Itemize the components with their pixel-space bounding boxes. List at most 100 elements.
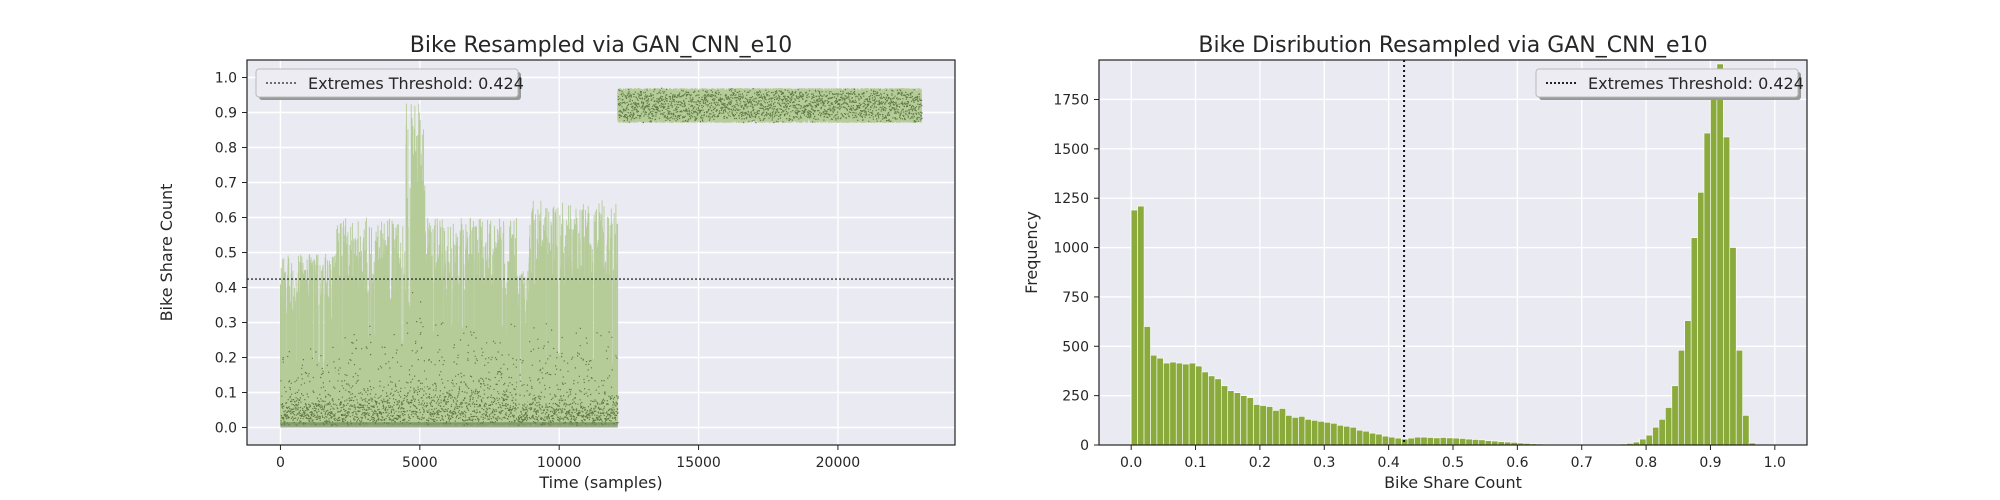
histogram-bar — [1246, 397, 1254, 446]
histogram-bar — [1311, 420, 1319, 446]
histogram-bar — [1652, 426, 1660, 446]
series-points — [528, 323, 619, 426]
series-segment — [405, 103, 427, 426]
histogram-bar — [1703, 132, 1711, 446]
histogram-bar — [1394, 437, 1402, 446]
histogram-bar — [1323, 421, 1332, 446]
y-tick-label: 500 — [1062, 339, 1089, 355]
histogram-bar — [1452, 437, 1460, 446]
x-tick-label: 1.0 — [1764, 455, 1786, 471]
series-points — [405, 292, 427, 425]
left-chart-title: Bike Resampled via GAN_CNN_e10 — [410, 33, 792, 58]
right-chart: 0.0 0.1 0.2 0.3 0.4 0.5 0.6 0.7 0.8 0.9 1.0 0 250 50… — [1022, 33, 1808, 492]
y-tick-label: 1000 — [1053, 241, 1089, 257]
histogram-bar — [1690, 237, 1698, 446]
histogram-bar — [1188, 362, 1196, 446]
histogram-bar — [1336, 424, 1344, 446]
x-tick-label: 0 — [276, 455, 285, 471]
right-chart-title: Bike Disribution Resampled via GAN_CNN_e… — [1198, 33, 1707, 58]
y-tick-label: 1500 — [1053, 142, 1089, 158]
left-series-scatter — [279, 87, 923, 428]
histogram-bar — [1729, 247, 1737, 446]
x-tick-label: 0.7 — [1571, 455, 1593, 471]
y-tick-label: 0 — [1080, 438, 1089, 454]
right-y-axis-label: Frequency — [1022, 211, 1041, 294]
series-spread — [405, 103, 426, 426]
histogram-bar — [1182, 363, 1190, 446]
histogram-bar — [1278, 408, 1286, 446]
histogram-bar — [1266, 406, 1274, 446]
x-tick-label: 0.5 — [1442, 455, 1464, 471]
histogram-bar — [1716, 63, 1724, 446]
histogram-bar — [1330, 422, 1338, 446]
y-tick-label: 0.1 — [215, 386, 237, 402]
histogram-bar — [1291, 417, 1299, 446]
histogram-bar — [1478, 439, 1486, 446]
histogram-bar — [1317, 421, 1325, 446]
histogram-bar — [1697, 191, 1705, 446]
histogram-bar — [1465, 438, 1473, 446]
left-legend-box — [255, 68, 519, 98]
y-tick-label: 0.6 — [215, 211, 237, 227]
histogram-bar — [1201, 371, 1209, 446]
y-tick-label: 0.4 — [215, 281, 237, 297]
right-legend: Extremes Threshold: 0.424 — [1535, 68, 1804, 100]
series-baseline-band — [280, 422, 618, 428]
histogram-bar — [1298, 416, 1306, 446]
histogram-bar — [1259, 405, 1267, 446]
y-tick-label: 0.0 — [215, 421, 237, 437]
right-x-ticks: 0.0 0.1 0.2 0.3 0.4 0.5 0.6 0.7 0.8 0.9 1.0 — [1120, 445, 1786, 471]
x-tick-label: 15000 — [676, 455, 721, 471]
histogram-bar — [1343, 425, 1351, 446]
histogram-bar — [1446, 437, 1454, 446]
histogram-bar — [1143, 326, 1151, 446]
histogram-bar — [1240, 395, 1248, 446]
left-x-ticks: 0 5000 10000 15000 20000 — [276, 445, 860, 471]
x-tick-label: 10000 — [537, 455, 582, 471]
x-tick-label: 0.4 — [1378, 455, 1400, 471]
left-y-axis-label: Bike Share Count — [157, 184, 176, 322]
histogram-bar — [1665, 407, 1673, 446]
y-tick-label: 0.8 — [215, 141, 237, 157]
histogram-bar — [1710, 89, 1718, 446]
histogram-bar — [1433, 437, 1441, 446]
series-spread — [516, 271, 529, 426]
histogram-bar — [1375, 433, 1383, 446]
right-gridlines — [1099, 60, 1807, 446]
histogram-bar — [1658, 419, 1666, 446]
histogram-bar — [1472, 439, 1480, 446]
histogram-bar — [1285, 415, 1293, 446]
histogram-bar — [1484, 440, 1492, 446]
y-tick-label: 1250 — [1053, 191, 1089, 207]
histogram-bar — [1233, 392, 1241, 446]
series-points — [617, 87, 923, 124]
right-legend-box — [1535, 68, 1799, 98]
histogram-bar — [1671, 385, 1679, 446]
y-tick-label: 750 — [1062, 290, 1089, 306]
y-tick-label: 0.7 — [215, 176, 237, 192]
histogram-bar — [1195, 365, 1203, 446]
series-segment — [528, 200, 619, 426]
histogram-bar — [1137, 205, 1145, 446]
y-tick-label: 0.5 — [215, 246, 237, 262]
series-points — [336, 325, 407, 426]
left-y-ticks: 0.0 0.1 0.2 0.3 0.4 0.5 0.6 0.7 0.8 0.9 1.0 — [215, 71, 247, 437]
right-legend-label: Extremes Threshold: 0.424 — [1588, 74, 1804, 93]
y-tick-label: 0.2 — [215, 351, 237, 367]
x-tick-label: 0.6 — [1506, 455, 1528, 471]
histogram-bar — [1169, 361, 1177, 446]
left-legend-label: Extremes Threshold: 0.424 — [308, 74, 524, 93]
x-tick-label: 0.0 — [1120, 455, 1142, 471]
histogram-bar — [1723, 136, 1731, 446]
y-tick-label: 0.3 — [215, 316, 237, 332]
histogram-bar — [1407, 437, 1415, 446]
histogram-bar — [1304, 419, 1312, 446]
right-x-axis-label: Bike Share Count — [1384, 473, 1522, 492]
histogram-bar — [1645, 434, 1653, 446]
series-segment — [424, 217, 519, 426]
histogram-bar — [1356, 429, 1364, 446]
histogram-bar — [1227, 390, 1235, 446]
histogram-bar — [1735, 349, 1743, 446]
left-chart: 0 5000 10000 15000 20000 0.00.10.20.30.40.50… — [157, 33, 956, 492]
series-segment — [617, 87, 923, 124]
